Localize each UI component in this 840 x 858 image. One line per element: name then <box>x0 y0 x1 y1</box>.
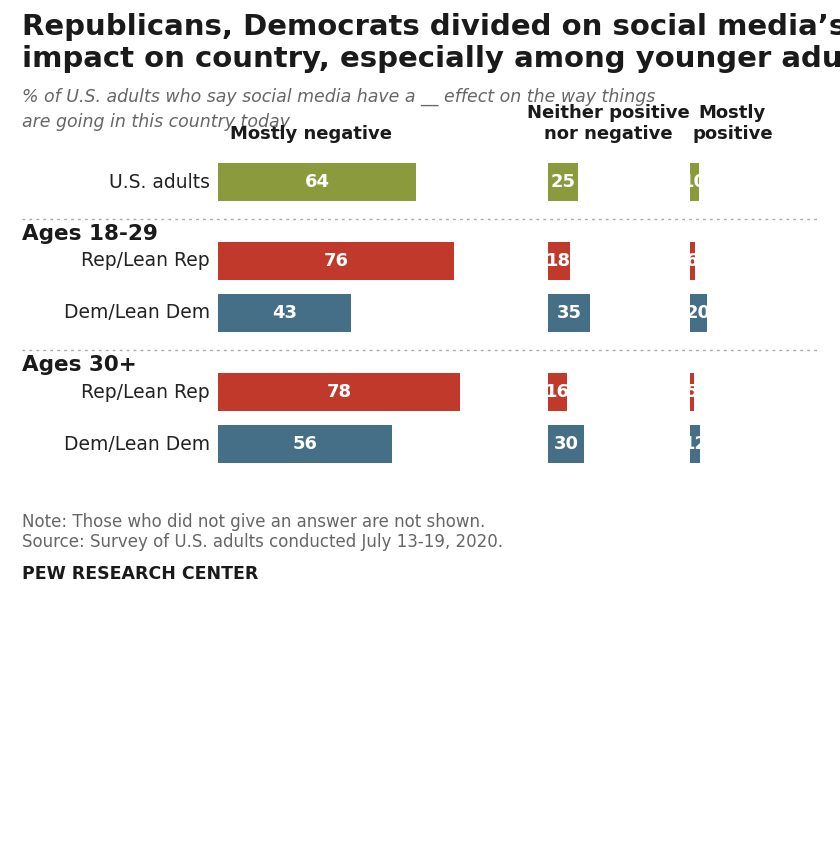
Text: 25: 25 <box>550 173 575 191</box>
Text: 6: 6 <box>686 252 699 270</box>
Text: Source: Survey of U.S. adults conducted July 13-19, 2020.: Source: Survey of U.S. adults conducted … <box>22 533 503 551</box>
Bar <box>690 242 696 280</box>
Text: % of U.S. adults who say social media have a __ effect on the way things
are goi: % of U.S. adults who say social media ha… <box>22 88 655 131</box>
Bar <box>548 373 567 411</box>
Text: 10: 10 <box>682 173 706 191</box>
Text: Note: Those who did not give an answer are not shown.: Note: Those who did not give an answer a… <box>22 513 486 531</box>
Text: 30: 30 <box>554 435 579 453</box>
Text: Ages 30+: Ages 30+ <box>22 355 137 375</box>
Text: 16: 16 <box>545 383 570 401</box>
Text: Mostly
positive: Mostly positive <box>692 104 773 143</box>
Text: 20: 20 <box>686 304 711 322</box>
Text: 43: 43 <box>272 304 297 322</box>
Text: U.S. adults: U.S. adults <box>109 172 210 191</box>
Text: 64: 64 <box>305 173 329 191</box>
Bar <box>218 163 417 201</box>
Text: Dem/Lean Dem: Dem/Lean Dem <box>64 434 210 454</box>
Text: 12: 12 <box>683 435 707 453</box>
Text: Dem/Lean Dem: Dem/Lean Dem <box>64 304 210 323</box>
Text: 76: 76 <box>323 252 349 270</box>
Bar <box>218 373 459 411</box>
Text: 18: 18 <box>546 252 571 270</box>
Text: Ages 18-29: Ages 18-29 <box>22 224 158 244</box>
Bar <box>690 294 707 332</box>
Bar <box>690 373 694 411</box>
Text: 56: 56 <box>292 435 318 453</box>
Bar <box>218 242 454 280</box>
Text: Neither positive
nor negative: Neither positive nor negative <box>527 104 690 143</box>
Text: 5: 5 <box>686 383 698 401</box>
Bar <box>690 425 701 463</box>
Text: impact on country, especially among younger adults: impact on country, especially among youn… <box>22 45 840 73</box>
Text: PEW RESEARCH CENTER: PEW RESEARCH CENTER <box>22 565 259 583</box>
Bar <box>690 163 699 201</box>
Text: 78: 78 <box>326 383 351 401</box>
Bar <box>548 242 570 280</box>
Text: Rep/Lean Rep: Rep/Lean Rep <box>81 383 210 402</box>
Text: Republicans, Democrats divided on social media’s: Republicans, Democrats divided on social… <box>22 13 840 41</box>
Bar <box>548 425 584 463</box>
Text: Mostly negative: Mostly negative <box>230 125 392 143</box>
Bar <box>218 425 391 463</box>
Bar <box>548 163 578 201</box>
Bar <box>548 294 590 332</box>
Bar <box>218 294 351 332</box>
Text: 35: 35 <box>557 304 581 322</box>
Text: Rep/Lean Rep: Rep/Lean Rep <box>81 251 210 270</box>
